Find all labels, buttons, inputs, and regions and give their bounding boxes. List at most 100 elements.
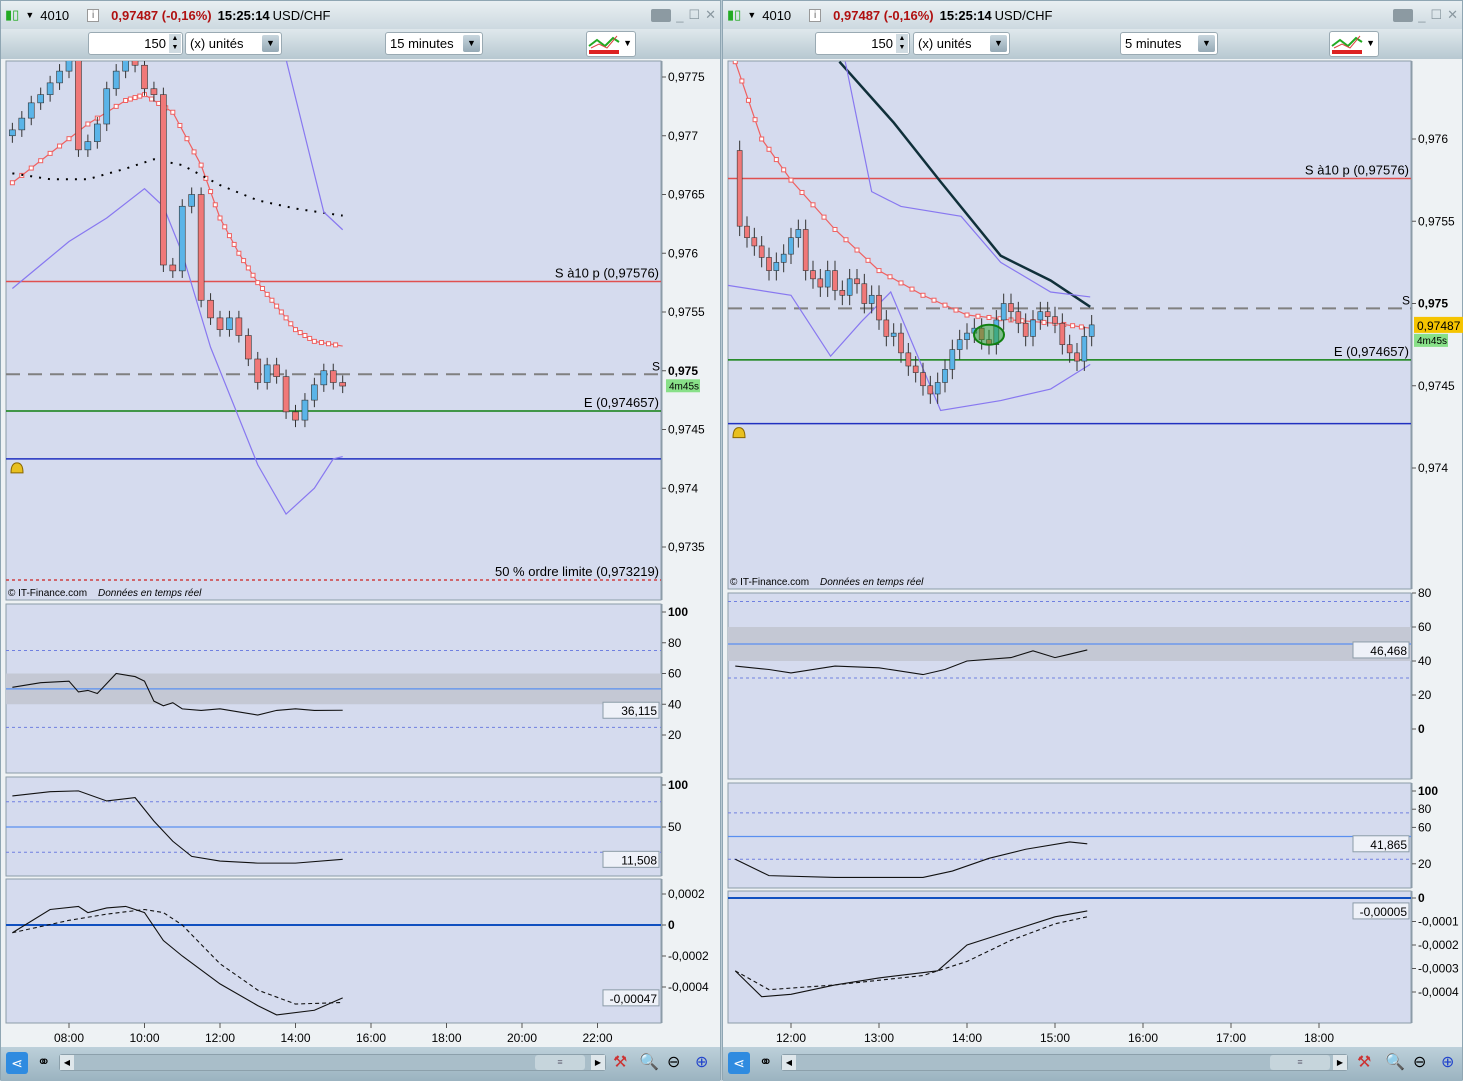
minimize-button[interactable]: _	[1418, 7, 1426, 23]
scroll-left-button[interactable]: ◀	[60, 1055, 74, 1070]
chart-window-15min: ▮▯ ▼ 4010 i 0,97487 (-0,16%) 15:25:14 US…	[0, 0, 721, 1081]
title-bar: ▮▯ ▼ 4010 i 0,97487 (-0,16%) 15:25:14 US…	[1, 1, 720, 29]
toolbar: 150 ▲ ▼ (x) unités ▼ 5 minutes ▼ ▼	[723, 29, 1462, 59]
scroll-thumb[interactable]: ≡	[1270, 1055, 1330, 1070]
chevron-down-icon[interactable]: ▼	[463, 35, 480, 52]
ma-marker	[759, 136, 765, 142]
candle-up	[868, 294, 875, 304]
candle-down	[197, 194, 205, 301]
link-icon[interactable]: ⚭	[759, 1054, 773, 1071]
candle-down	[912, 365, 919, 373]
scroll-left-button[interactable]: ◀	[782, 1055, 796, 1070]
ma-marker	[212, 202, 218, 208]
dropdown-arrow-icon[interactable]: ▼	[25, 10, 35, 20]
share-icon[interactable]: ⋖	[728, 1052, 750, 1074]
scroll-right-button[interactable]: ▶	[1333, 1055, 1347, 1070]
info-icon[interactable]: i	[809, 8, 822, 22]
keyboard-icon[interactable]	[651, 8, 672, 22]
scroll-right-button[interactable]: ▶	[591, 1055, 605, 1070]
ma-marker	[739, 78, 745, 84]
minimize-button[interactable]: _	[676, 7, 684, 23]
units-select[interactable]: (x) unités ▼	[913, 32, 1010, 55]
timeframe-value: 5 minutes	[1125, 36, 1182, 51]
ma-marker	[773, 157, 779, 163]
share-icon[interactable]: ⋖	[6, 1052, 28, 1074]
candle-down	[802, 229, 809, 271]
candle-down	[235, 317, 243, 336]
link-icon[interactable]: ⚭	[37, 1054, 51, 1071]
chevron-down-icon[interactable]: ▼	[1198, 35, 1215, 52]
indicator-line	[735, 649, 1088, 676]
candle-up	[263, 364, 271, 383]
quote-time: 15:25:14	[217, 7, 270, 23]
units-select[interactable]: (x) unités ▼	[185, 32, 282, 55]
add-indicator-button[interactable]: ▼	[586, 31, 636, 57]
price-tick-label: 0,976	[1418, 132, 1448, 146]
indicator-value: 36,115	[621, 704, 657, 718]
dropdown-arrow-icon[interactable]: ▼	[747, 10, 757, 20]
chevron-down-icon[interactable]: ▼	[262, 35, 279, 52]
zoom-fit-icon[interactable]: 🔍	[1385, 1054, 1405, 1071]
zoom-fit-icon[interactable]: 🔍	[639, 1054, 659, 1071]
spinner[interactable]: ▲ ▼	[169, 34, 181, 53]
time-label: 16:00	[1128, 1031, 1158, 1045]
timeframe-select[interactable]: 15 minutes ▼	[385, 32, 483, 55]
zoom-in-icon[interactable]: ⊕	[695, 1054, 709, 1071]
units-count-input[interactable]: 150 ▲ ▼	[88, 32, 183, 55]
chevron-down-icon[interactable]: ▼	[623, 38, 632, 48]
keyboard-icon[interactable]	[1393, 8, 1414, 22]
candlestick-icon[interactable]: ▮▯	[5, 7, 20, 22]
close-button[interactable]: ✕	[705, 7, 716, 22]
close-button[interactable]: ✕	[1447, 7, 1458, 22]
add-indicator-button[interactable]: ▼	[1329, 31, 1379, 57]
chart-area[interactable]: 0,976 0,9755 0,975 0,9745 0,974 S à10 p (0,97…	[723, 1, 1463, 1047]
chart-style-icon[interactable]: ⚒	[613, 1054, 628, 1071]
time-label: 14:00	[280, 1031, 310, 1045]
ma-marker	[170, 109, 176, 115]
ma-marker	[887, 274, 893, 280]
info-icon[interactable]: i	[87, 8, 100, 22]
alert-bell-icon[interactable]	[10, 462, 24, 474]
indicator-panel	[727, 592, 1412, 780]
maximize-button[interactable]: ☐	[688, 7, 701, 22]
chevron-down-icon[interactable]: ▼	[990, 35, 1007, 52]
ma-marker	[9, 180, 15, 186]
candle-up	[226, 317, 233, 330]
horizontal-scrollbar[interactable]: ◀ ≡ ▶	[781, 1054, 1348, 1071]
ma-marker	[226, 233, 232, 239]
ma-marker	[236, 250, 242, 256]
spinner[interactable]: ▲ ▼	[896, 34, 908, 53]
units-count-input[interactable]: 150 ▲ ▼	[815, 32, 910, 55]
chevron-down-icon[interactable]: ▼	[1366, 38, 1375, 48]
alert-bell-icon[interactable]	[732, 427, 746, 439]
candle-down	[141, 64, 148, 90]
candle-down	[1052, 316, 1058, 324]
candlestick-icon[interactable]: ▮▯	[727, 7, 742, 22]
title-bar: ▮▯ ▼ 4010 i 0,97487 (-0,16%) 15:25:14 US…	[723, 1, 1462, 29]
candle-down	[1015, 311, 1022, 324]
scroll-thumb[interactable]: ≡	[535, 1055, 585, 1070]
chart-area[interactable]: 0,97750,9770,97650,9760,97550,9750,97450…	[1, 1, 721, 1047]
zoom-in-icon[interactable]: ⊕	[1441, 1054, 1455, 1071]
price-tick-label: 0,9765	[668, 188, 705, 202]
candle-down	[839, 290, 846, 296]
chart-style-icon[interactable]: ⚒	[1357, 1054, 1372, 1071]
candle-down	[216, 317, 224, 330]
time-label: 12:00	[776, 1031, 806, 1045]
timeframe-select[interactable]: 5 minutes ▼	[1120, 32, 1218, 55]
indicator-tick-label: -0,0001	[1418, 915, 1459, 929]
indicator-tick-label: 0	[668, 918, 675, 932]
maximize-button[interactable]: ☐	[1430, 7, 1443, 22]
candle-up	[824, 270, 831, 288]
indicator-tick-label: -0,0004	[1418, 985, 1459, 999]
indicator-line	[734, 910, 1088, 998]
zoom-out-icon[interactable]: ⊖	[1413, 1054, 1427, 1071]
indicator-tick-label: 60	[668, 667, 682, 681]
countdown-tag	[1414, 333, 1448, 347]
countdown-label: 4m45s	[669, 381, 699, 392]
indicator-tick-label: -0,0003	[1418, 962, 1459, 976]
price-tick-label: 0,977	[668, 129, 698, 143]
horizontal-scrollbar[interactable]: ◀ ≡ ▶	[59, 1054, 606, 1071]
zoom-out-icon[interactable]: ⊖	[667, 1054, 681, 1071]
candle-down	[75, 61, 82, 151]
